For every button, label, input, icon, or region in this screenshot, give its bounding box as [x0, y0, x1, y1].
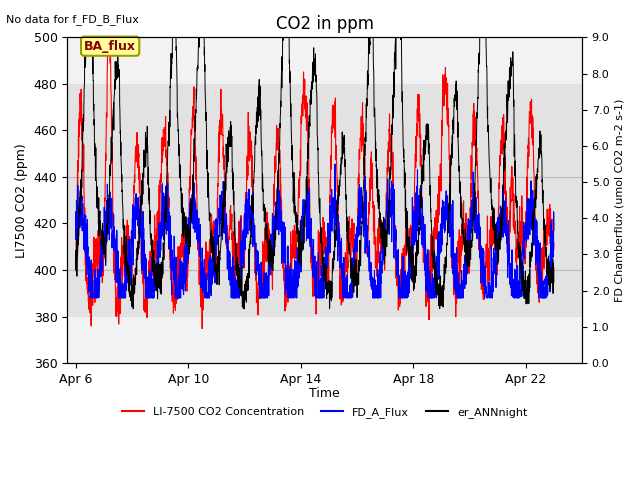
X-axis label: Time: Time: [309, 387, 340, 400]
Title: CO2 in ppm: CO2 in ppm: [276, 15, 374, 33]
Bar: [67, 84, 582, 316]
Y-axis label: LI7500 CO2 (ppm): LI7500 CO2 (ppm): [15, 143, 28, 258]
Legend: LI-7500 CO2 Concentration, FD_A_Flux, er_ANNnight: LI-7500 CO2 Concentration, FD_A_Flux, er…: [118, 403, 532, 422]
Y-axis label: FD Chamberflux (umol CO2 m-2 s-1): FD Chamberflux (umol CO2 m-2 s-1): [615, 98, 625, 302]
Text: BA_flux: BA_flux: [84, 40, 136, 53]
Text: No data for f_FD_B_Flux: No data for f_FD_B_Flux: [6, 14, 140, 25]
